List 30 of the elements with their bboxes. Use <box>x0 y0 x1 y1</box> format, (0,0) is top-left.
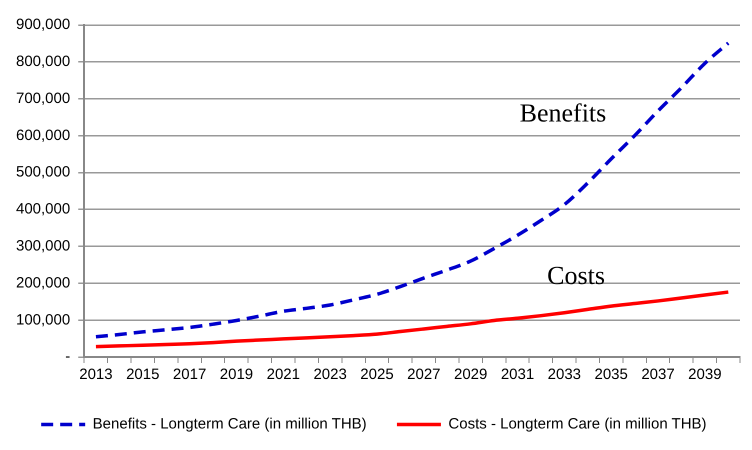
line-series <box>94 290 730 348</box>
x-tick-label: 2025 <box>360 366 394 384</box>
y-tick-label: 900,000 <box>16 16 70 34</box>
y-tick-label: 300,000 <box>16 237 70 254</box>
y-tick-label: 800,000 <box>16 53 70 70</box>
x-tick-label: 2031 <box>500 366 534 384</box>
x-tick-label: 2027 <box>407 366 441 384</box>
legend-label: Benefits - Longterm Care (in million THB) <box>92 416 367 433</box>
annotation: Benefits <box>520 98 606 128</box>
line-series <box>94 41 730 338</box>
x-tick-label: 2033 <box>548 366 582 384</box>
y-tick-label: 400,000 <box>16 200 70 218</box>
x-tick-label: 2037 <box>641 366 675 384</box>
x-tick-label: 2017 <box>172 366 206 384</box>
y-tick-label: 700,000 <box>16 90 70 107</box>
x-tick-label: 2039 <box>688 366 722 384</box>
y-tick-label: 500,000 <box>16 164 70 181</box>
x-tick-label: 2021 <box>266 366 300 384</box>
x-tick-label: 2035 <box>594 366 628 384</box>
y-tick-label: 100,000 <box>16 311 70 328</box>
x-tick-label: 2023 <box>313 366 347 384</box>
annotation: Costs <box>547 261 605 290</box>
y-tick-label: 200,000 <box>16 274 70 292</box>
x-tick-label: 2029 <box>454 366 488 384</box>
y-tick-label: 600,000 <box>16 126 70 144</box>
x-tick-label: 2013 <box>79 366 113 384</box>
legend-label: Costs - Longterm Care (in million THB) <box>448 416 707 433</box>
y-tick-label: - <box>65 348 70 366</box>
x-tick-label: 2015 <box>126 366 160 384</box>
x-tick-label: 2019 <box>220 366 254 384</box>
